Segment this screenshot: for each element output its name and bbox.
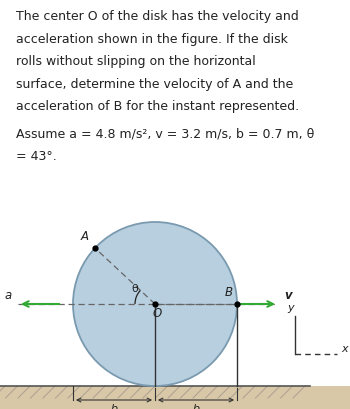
- Text: θ: θ: [132, 283, 138, 293]
- Text: y: y: [288, 302, 294, 312]
- Text: b: b: [111, 403, 118, 409]
- Text: a: a: [4, 288, 12, 301]
- Text: v: v: [284, 288, 292, 301]
- Text: x: x: [342, 343, 348, 353]
- Text: b: b: [193, 403, 200, 409]
- Circle shape: [73, 222, 237, 386]
- Text: B: B: [225, 285, 233, 298]
- Text: surface, determine the velocity of A and the: surface, determine the velocity of A and…: [16, 78, 293, 91]
- Text: acceleration of B for the instant represented.: acceleration of B for the instant repres…: [16, 100, 299, 113]
- Text: rolls without slipping on the horizontal: rolls without slipping on the horizontal: [16, 55, 255, 68]
- Text: O: O: [152, 306, 162, 319]
- Text: Assume a = 4.8 m/s², v = 3.2 m/s, b = 0.7 m, θ: Assume a = 4.8 m/s², v = 3.2 m/s, b = 0.…: [16, 127, 314, 140]
- Text: = 43°.: = 43°.: [16, 149, 56, 162]
- Text: A: A: [81, 229, 89, 243]
- Bar: [0, 386, 350, 409]
- Text: The center O of the disk has the velocity and: The center O of the disk has the velocit…: [16, 10, 299, 23]
- Text: acceleration shown in the figure. If the disk: acceleration shown in the figure. If the…: [16, 33, 288, 46]
